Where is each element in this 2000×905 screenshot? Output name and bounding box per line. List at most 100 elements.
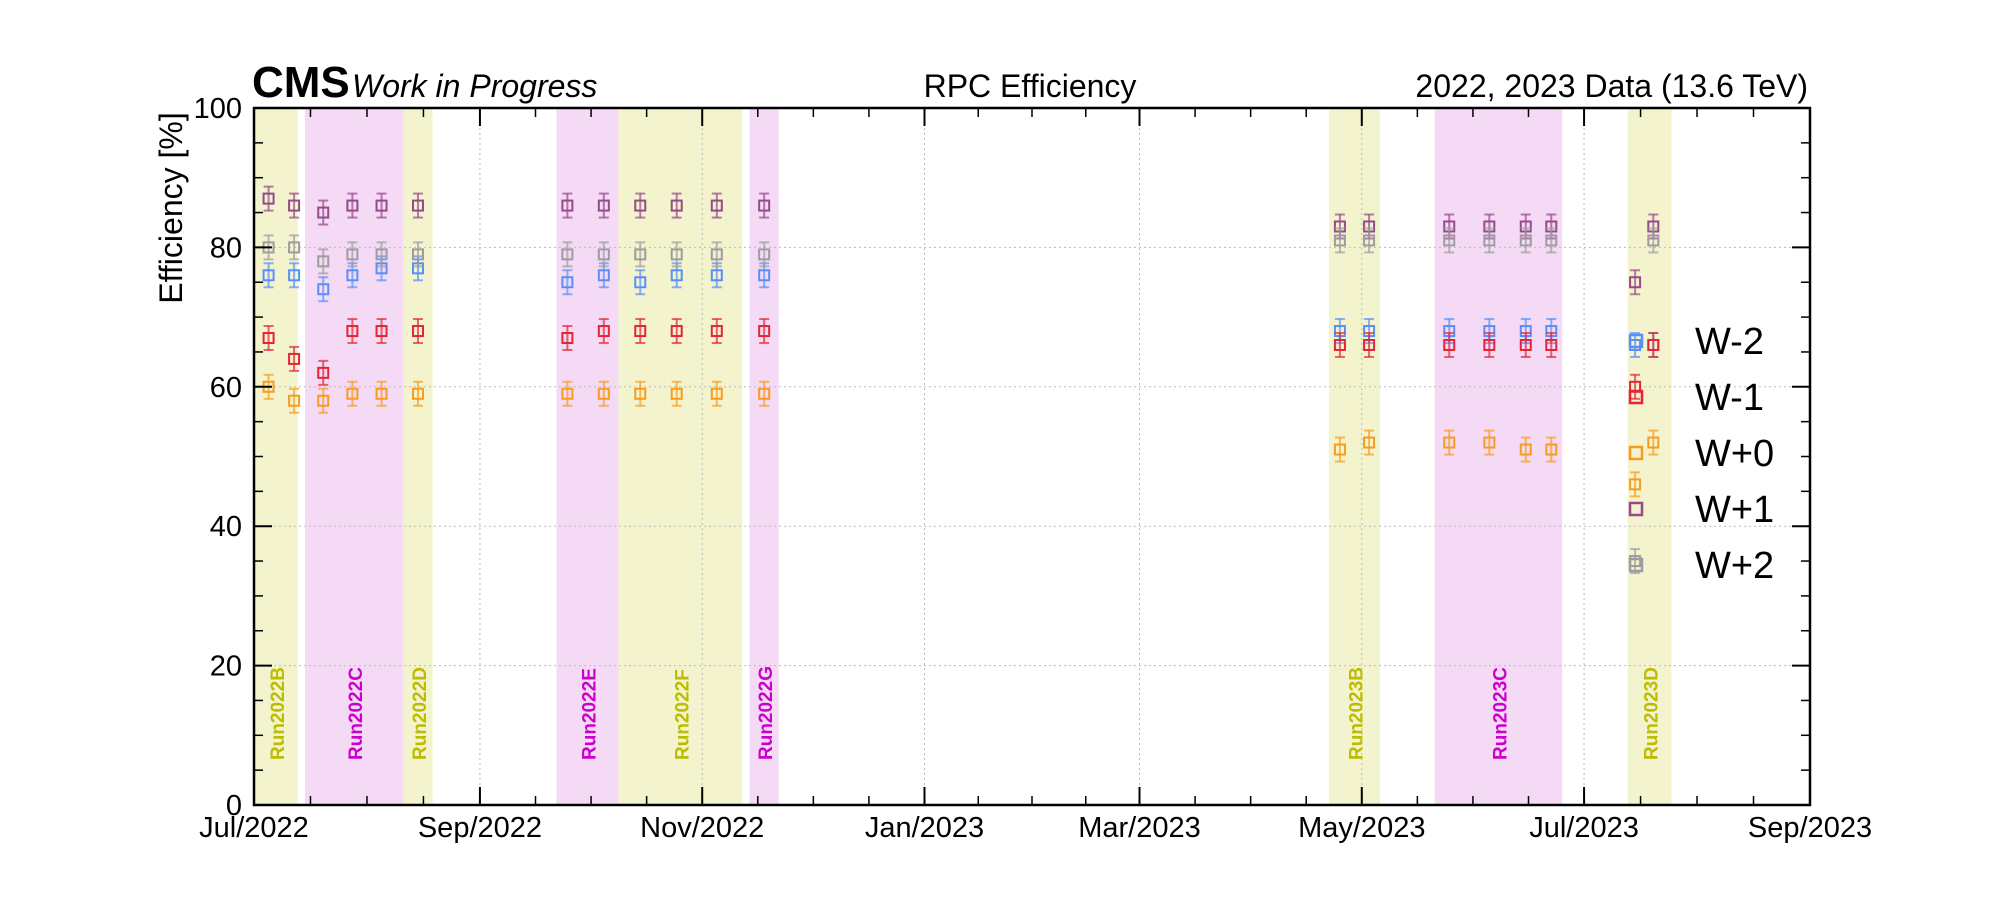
data-point xyxy=(597,269,610,282)
data-point xyxy=(561,276,574,289)
data-point xyxy=(597,387,610,400)
data-point xyxy=(262,269,275,282)
x-tick-label: Jul/2022 xyxy=(199,812,309,844)
x-tick-label: Nov/2022 xyxy=(640,812,764,844)
data-point xyxy=(710,269,723,282)
data-point xyxy=(670,325,683,338)
y-tick-label: 60 xyxy=(210,372,242,404)
data-point xyxy=(346,199,359,212)
legend-marker xyxy=(1628,333,1644,349)
data-point xyxy=(346,387,359,400)
data-point xyxy=(1545,234,1558,247)
y-tick-label: 40 xyxy=(210,511,242,543)
data-point xyxy=(1483,338,1496,351)
run-period-label: Run2022D xyxy=(410,667,431,760)
legend-label: W+0 xyxy=(1695,433,1774,475)
data-point xyxy=(375,325,388,338)
legend-marker xyxy=(1628,501,1644,517)
legend-label: W-2 xyxy=(1695,321,1764,363)
run-period-label: Run2023D xyxy=(1642,667,1663,760)
data-point xyxy=(561,199,574,212)
data-point xyxy=(411,248,424,261)
legend-marker xyxy=(1628,389,1644,405)
data-point xyxy=(597,248,610,261)
data-point xyxy=(597,325,610,338)
y-tick-label: 20 xyxy=(210,651,242,683)
data-point xyxy=(411,199,424,212)
data-point xyxy=(1545,338,1558,351)
data-point xyxy=(710,248,723,261)
data-point xyxy=(1333,338,1346,351)
legend: W-2 W-1 W+0 W+1 W+2 xyxy=(1628,321,1774,587)
axis-tick-labels: Jul/2022 Sep/2022 Nov/2022 Jan/2023 Mar/2023… xyxy=(194,93,1872,844)
data-point xyxy=(634,387,647,400)
run-period-label: Run2022F xyxy=(672,669,693,760)
data-point xyxy=(634,199,647,212)
run-period-label: Run2022G xyxy=(756,666,777,760)
run-period-band xyxy=(1328,108,1381,805)
status-label: Work in Progress xyxy=(352,68,597,104)
data-point xyxy=(634,325,647,338)
data-point xyxy=(710,199,723,212)
data-point xyxy=(1483,436,1496,449)
data-point xyxy=(346,325,359,338)
data-point xyxy=(597,199,610,212)
data-point xyxy=(346,269,359,282)
data-point xyxy=(317,366,330,379)
data-point xyxy=(1519,338,1532,351)
data-point xyxy=(1363,234,1376,247)
legend-label: W-1 xyxy=(1695,377,1764,419)
data-point xyxy=(758,269,771,282)
data-point xyxy=(1483,234,1496,247)
run-period-label: Run2023B xyxy=(1346,667,1367,760)
x-tick-label: May/2023 xyxy=(1298,812,1425,844)
axis-ticks xyxy=(253,107,1811,806)
legend-label: W+2 xyxy=(1695,545,1774,587)
run-period-bands xyxy=(254,108,1672,805)
data-point xyxy=(1363,436,1376,449)
data-point xyxy=(262,192,275,205)
data-point xyxy=(634,248,647,261)
y-axis-label: Efficiency [%] xyxy=(153,112,189,303)
data-point xyxy=(634,276,647,289)
data-point xyxy=(758,325,771,338)
x-tick-label: Jan/2023 xyxy=(865,812,984,844)
data-point xyxy=(317,394,330,407)
data-point xyxy=(1333,234,1346,247)
data-point xyxy=(375,199,388,212)
data-point xyxy=(1363,338,1376,351)
data-point xyxy=(758,387,771,400)
chart-title: RPC Efficiency xyxy=(924,68,1137,104)
run-period-band xyxy=(618,108,743,805)
data-point xyxy=(1647,436,1660,449)
data-point xyxy=(561,248,574,261)
y-tick-label: 100 xyxy=(194,93,242,125)
data-point xyxy=(561,387,574,400)
grid-lines xyxy=(254,108,1810,805)
data-point xyxy=(758,199,771,212)
run-period-band xyxy=(1434,108,1563,805)
data-points xyxy=(262,185,1660,575)
data-point xyxy=(1629,478,1642,491)
data-point xyxy=(288,352,301,365)
run-period-band xyxy=(403,108,433,805)
run-period-band xyxy=(556,108,619,805)
dataset-label: 2022, 2023 Data (13.6 TeV) xyxy=(1415,68,1808,104)
y-tick-label: 0 xyxy=(226,790,242,822)
run-period-band xyxy=(749,108,779,805)
data-point xyxy=(1545,443,1558,456)
data-point xyxy=(375,248,388,261)
data-point xyxy=(346,248,359,261)
data-point xyxy=(1333,443,1346,456)
run-period-label: Run2023C xyxy=(1490,667,1511,760)
x-tick-label: Jul/2023 xyxy=(1529,812,1639,844)
experiment-label: CMS xyxy=(252,58,350,107)
data-point xyxy=(758,248,771,261)
data-point xyxy=(1647,234,1660,247)
data-point xyxy=(710,325,723,338)
data-point xyxy=(670,387,683,400)
run-period-label: Run2022E xyxy=(579,668,600,760)
legend-marker xyxy=(1628,557,1644,573)
data-point xyxy=(1647,338,1660,351)
